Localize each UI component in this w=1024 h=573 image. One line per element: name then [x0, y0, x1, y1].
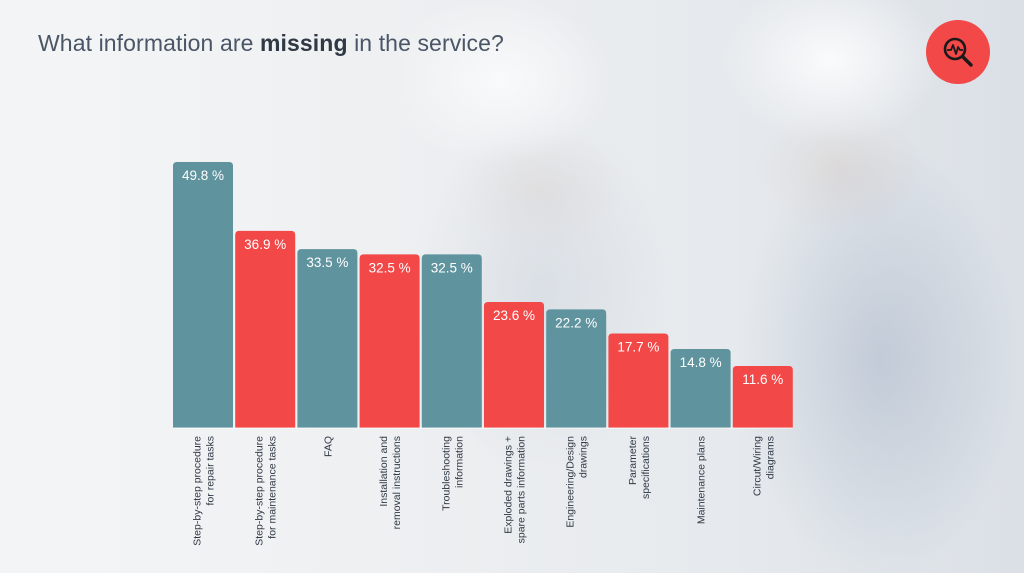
category-label: Engineering/Designdrawings [565, 436, 590, 528]
category-label-line: information [453, 436, 465, 488]
bars-group: 49.8 % 36.9 % 33.5 % 32.5 % 32.5 % 23.6 % 22.2… [173, 162, 793, 429]
page-title: What information are missing in the serv… [38, 30, 504, 57]
category-label: Step-by-step procedurefor maintenance ta… [254, 436, 279, 546]
category-label-line: Parameter [627, 436, 639, 486]
category-label-line: for maintenance tasks [267, 436, 279, 539]
bar-value-label: 49.8 % [182, 168, 224, 183]
category-label-line: Troubleshooting [440, 436, 452, 511]
bar-3 [297, 249, 358, 428]
category-label-line: Engineering/Design [565, 436, 577, 528]
title-prefix: What information are [38, 30, 260, 56]
bar-value-label: 17.7 % [617, 339, 659, 354]
category-label-line: spare parts information [516, 436, 528, 544]
bar-value-label: 33.5 % [306, 255, 348, 270]
magnifier-chart-icon [943, 37, 973, 67]
bar-1 [173, 162, 233, 428]
category-label-line: Maintenance plans [696, 436, 708, 524]
category-label-line: FAQ [322, 436, 334, 457]
bar-10 [732, 366, 793, 428]
category-label: Circut/Wiringdiagrams [751, 436, 776, 496]
bar-4 [359, 254, 420, 428]
bar-5 [421, 254, 482, 428]
category-label: Installation andremoval instructions [378, 436, 403, 530]
category-label-line: diagrams [764, 436, 776, 479]
bar-9 [670, 348, 731, 428]
bar-value-label: 11.6 % [742, 372, 783, 387]
category-label: Step-by-step procedurefor repair tasks [192, 436, 217, 546]
category-label: Exploded drawings +spare parts informati… [503, 436, 528, 544]
category-label-line: Installation and [378, 436, 390, 507]
bar-value-label: 32.5 % [369, 260, 411, 275]
title-suffix: in the service? [347, 30, 504, 56]
title-emphasis: missing [259, 30, 348, 56]
category-label-line: for repair tasks [205, 436, 217, 505]
category-label: FAQ [322, 436, 334, 457]
category-label-line: removal instructions [391, 436, 403, 529]
category-label-line: drawings [578, 436, 590, 478]
bar-value-label: 36.9 % [244, 237, 286, 252]
category-label: Maintenance plans [696, 436, 708, 524]
bar-6 [484, 301, 544, 428]
analytics-badge [926, 20, 990, 84]
bar-value-label: 14.8 % [680, 355, 722, 370]
bar-value-label: 32.5 % [431, 260, 473, 275]
bar-value-label: 22.2 % [555, 315, 597, 330]
category-label: Parameterspecifications [627, 436, 652, 500]
category-label-line: Circut/Wiring [751, 436, 763, 496]
category-label-line: Step-by-step procedure [192, 436, 204, 546]
category-labels-group: Step-by-step procedurefor repair tasks St… [192, 436, 777, 546]
category-label-line: Step-by-step procedure [254, 436, 266, 546]
bar-8 [608, 333, 669, 428]
category-label-line: specifications [640, 436, 652, 499]
category-label: Troubleshootinginformation [440, 436, 465, 511]
bar-2 [235, 230, 296, 428]
category-label-line: Exploded drawings + [503, 436, 515, 534]
bar-value-label: 23.6 % [493, 308, 535, 323]
bar-7 [546, 309, 607, 428]
